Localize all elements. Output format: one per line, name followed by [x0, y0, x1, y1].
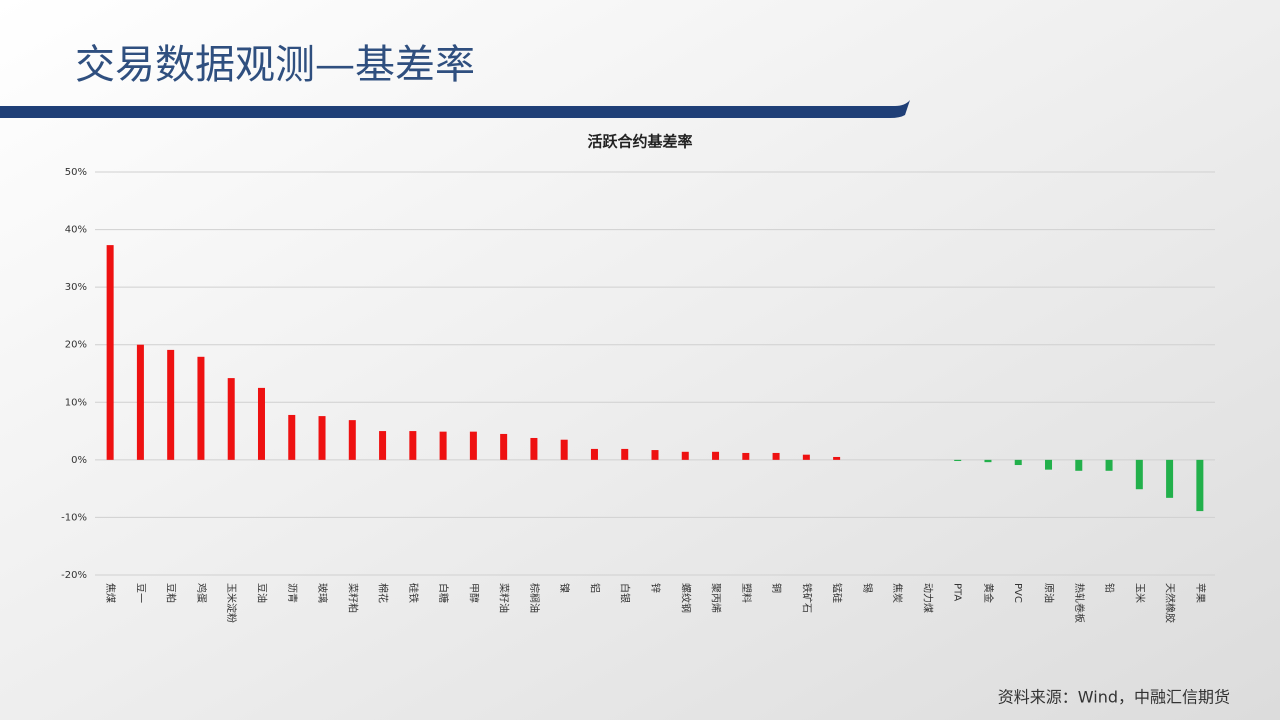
x-tick-label: 白糖	[437, 583, 450, 603]
bar	[348, 420, 356, 460]
bar	[1014, 459, 1022, 466]
x-tick-label: 苹果	[1194, 583, 1207, 603]
x-tick-label: 天然橡胶	[1164, 583, 1177, 623]
bar	[439, 431, 447, 460]
x-tick-label: 铁矿石	[800, 583, 813, 613]
x-tick-label: 热轧卷板	[1073, 583, 1086, 623]
y-tick-label: 0%	[71, 455, 87, 466]
x-tick-label: 沥青	[286, 583, 299, 603]
bar	[1196, 459, 1204, 512]
x-tick-label: 锌	[649, 583, 662, 593]
bar	[681, 451, 689, 460]
x-tick-label: 豆油	[255, 583, 268, 603]
y-tick-label: -20%	[61, 570, 87, 581]
x-tick-label: 鸡蛋	[195, 583, 208, 603]
bar	[954, 459, 962, 462]
x-tick-label: 菜籽油	[498, 583, 511, 613]
bar	[318, 416, 326, 460]
bar	[833, 456, 841, 460]
x-tick-label: 白银	[619, 583, 632, 603]
x-tick-label: 菜籽粕	[346, 583, 359, 613]
bar	[984, 459, 992, 463]
x-tick-label: 甲醇	[467, 583, 480, 603]
y-tick-label: 20%	[65, 340, 87, 351]
bar	[560, 439, 568, 460]
bar	[772, 452, 780, 460]
bar	[1045, 459, 1053, 470]
bar	[651, 450, 659, 460]
bar	[500, 433, 508, 460]
bar	[227, 378, 235, 460]
bar	[530, 437, 538, 460]
bar	[106, 245, 114, 460]
y-tick-label: 10%	[65, 397, 87, 408]
bar	[1105, 459, 1113, 471]
bar	[257, 387, 265, 460]
x-tick-label: 螺纹钢	[679, 583, 692, 613]
y-tick-label: -10%	[61, 512, 87, 523]
x-tick-label: 玻璃	[316, 583, 329, 603]
x-tick-label: 原油	[1043, 583, 1056, 603]
bar	[802, 454, 810, 460]
x-tick-label: 动力煤	[921, 583, 934, 613]
slide-title: 交易数据观测—基差率	[75, 42, 475, 88]
bar	[197, 356, 205, 460]
bar	[590, 448, 598, 460]
y-tick-label: 40%	[65, 225, 87, 236]
bar	[167, 349, 175, 460]
x-tick-label: 黄金	[982, 583, 995, 603]
x-tick-label: 塑料	[740, 583, 753, 603]
x-tick-label: 玉米	[1133, 583, 1146, 603]
bar	[379, 431, 387, 460]
x-tick-label: 棉花	[377, 583, 390, 603]
y-tick-label: 30%	[65, 282, 87, 293]
x-tick-label: 铅	[1103, 583, 1116, 593]
x-tick-label: 焦炭	[891, 583, 904, 603]
x-tick-label: 豆一	[134, 583, 146, 603]
x-tick-label: 聚丙烯	[710, 583, 723, 613]
bar	[136, 344, 144, 460]
x-tick-label: PTA	[952, 583, 963, 601]
x-tick-label: 铝	[588, 583, 600, 593]
x-tick-label: 锡	[861, 583, 874, 593]
source: 资料来源：Wind，中融汇信期货	[998, 688, 1230, 707]
bar	[1135, 459, 1143, 490]
bar	[409, 431, 417, 460]
y-tick-label: 50%	[65, 167, 87, 178]
x-tick-label: 镍	[558, 583, 571, 593]
title-bar	[0, 100, 910, 118]
x-tick-label: 棕榈油	[528, 583, 541, 613]
bar	[742, 452, 750, 460]
x-tick-label: 豆粕	[165, 583, 178, 603]
bar	[1075, 459, 1083, 471]
x-tick-label: 铜	[770, 583, 782, 593]
bar	[712, 451, 720, 460]
bar	[469, 431, 477, 460]
bar	[1166, 459, 1174, 498]
x-tick-label: 硅铁	[407, 583, 420, 603]
x-tick-label: PVC	[1012, 583, 1023, 603]
x-tick-label: 玉米淀粉	[225, 583, 238, 623]
chart-title: 活跃合约基差率	[587, 133, 692, 151]
x-tick-label: 焦煤	[104, 583, 117, 603]
bar	[288, 414, 296, 460]
bar	[621, 448, 629, 460]
x-tick-label: 锰硅	[831, 583, 844, 603]
